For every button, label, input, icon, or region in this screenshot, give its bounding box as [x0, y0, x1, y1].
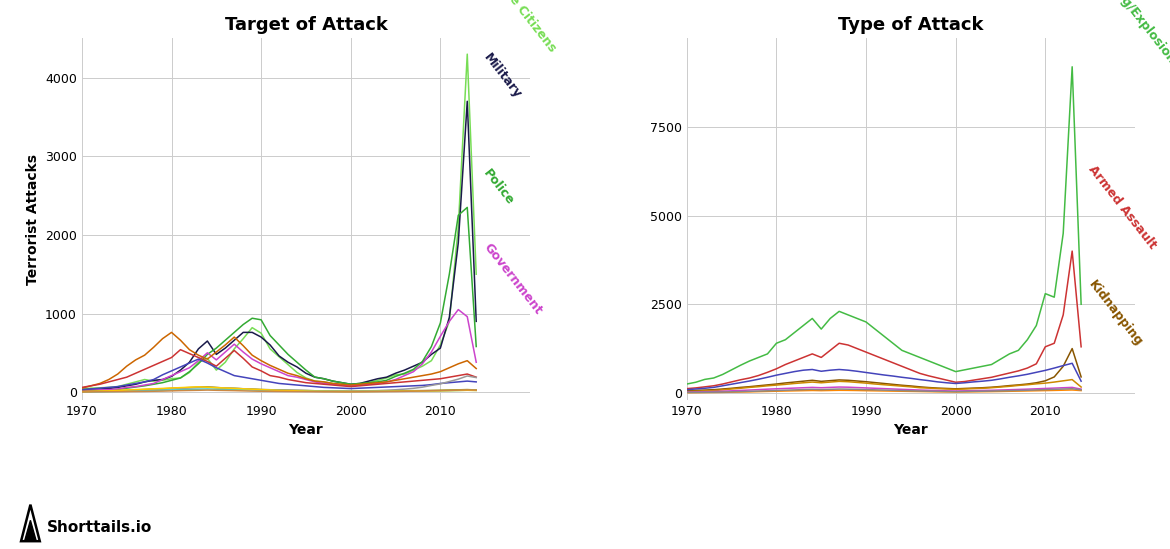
Y-axis label: Terrorist Attacks: Terrorist Attacks — [26, 154, 40, 285]
X-axis label: Year: Year — [289, 423, 323, 438]
Text: Police: Police — [481, 166, 517, 208]
Text: Armed Assault: Armed Assault — [1086, 163, 1158, 251]
Title: Target of Attack: Target of Attack — [225, 16, 387, 34]
Text: Bombing/Explosion: Bombing/Explosion — [1086, 0, 1170, 67]
Text: Military: Military — [481, 51, 524, 102]
Title: Type of Attack: Type of Attack — [838, 16, 984, 34]
Text: Government: Government — [481, 240, 544, 317]
Text: Private Citizens: Private Citizens — [481, 0, 558, 54]
X-axis label: Year: Year — [894, 423, 928, 438]
Polygon shape — [25, 520, 36, 541]
Text: Kidnapping: Kidnapping — [1086, 278, 1145, 349]
Text: Shorttails.io: Shorttails.io — [47, 519, 152, 535]
